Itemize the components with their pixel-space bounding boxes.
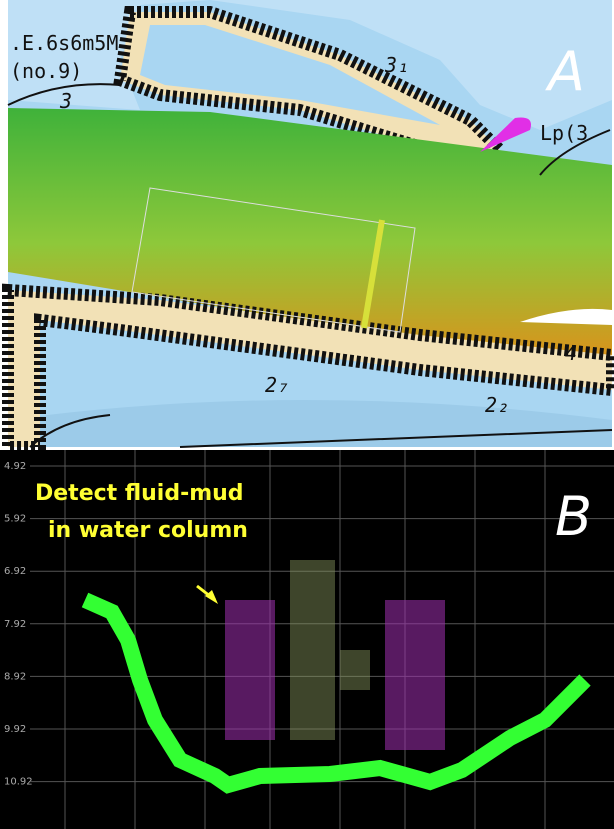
depth-label: 4.92 <box>4 461 26 472</box>
depth-label: 10.92 <box>4 777 33 788</box>
depth-label: 7.92 <box>4 619 26 630</box>
panel-label: B <box>555 485 592 548</box>
annotation: Detect fluid-mud <box>35 481 244 506</box>
depth-label: 6.92 <box>4 566 26 577</box>
chart-label: 2₇ <box>265 373 289 397</box>
figure: .E.6s6m5M (no.9) 3 3₁ Lp(3 2₇ 2₂ 4 A 10.… <box>0 0 614 829</box>
chart-label: 2₂ <box>485 393 509 417</box>
depth-label: 9.92 <box>4 724 26 735</box>
depth-label: 5.92 <box>4 514 26 525</box>
chart-label: Lp(3 <box>540 121 588 145</box>
panel-b: 10.92 9.92 8.92 7.92 6.92 5.92 4.92 Detect flu… <box>0 450 614 829</box>
annotation: in water column <box>48 518 248 543</box>
panel-a: .E.6s6m5M (no.9) 3 3₁ Lp(3 2₇ 2₂ 4 A <box>8 0 612 447</box>
chart-label: .E.6s6m5M <box>10 31 118 55</box>
chart-label: 4 <box>565 341 577 365</box>
panel-label: A <box>545 40 585 103</box>
chart-label: (no.9) <box>10 59 82 83</box>
depth-label: 8.92 <box>4 671 26 682</box>
chart-label: 3₁ <box>384 53 409 77</box>
chart-label: 3 <box>59 89 72 113</box>
